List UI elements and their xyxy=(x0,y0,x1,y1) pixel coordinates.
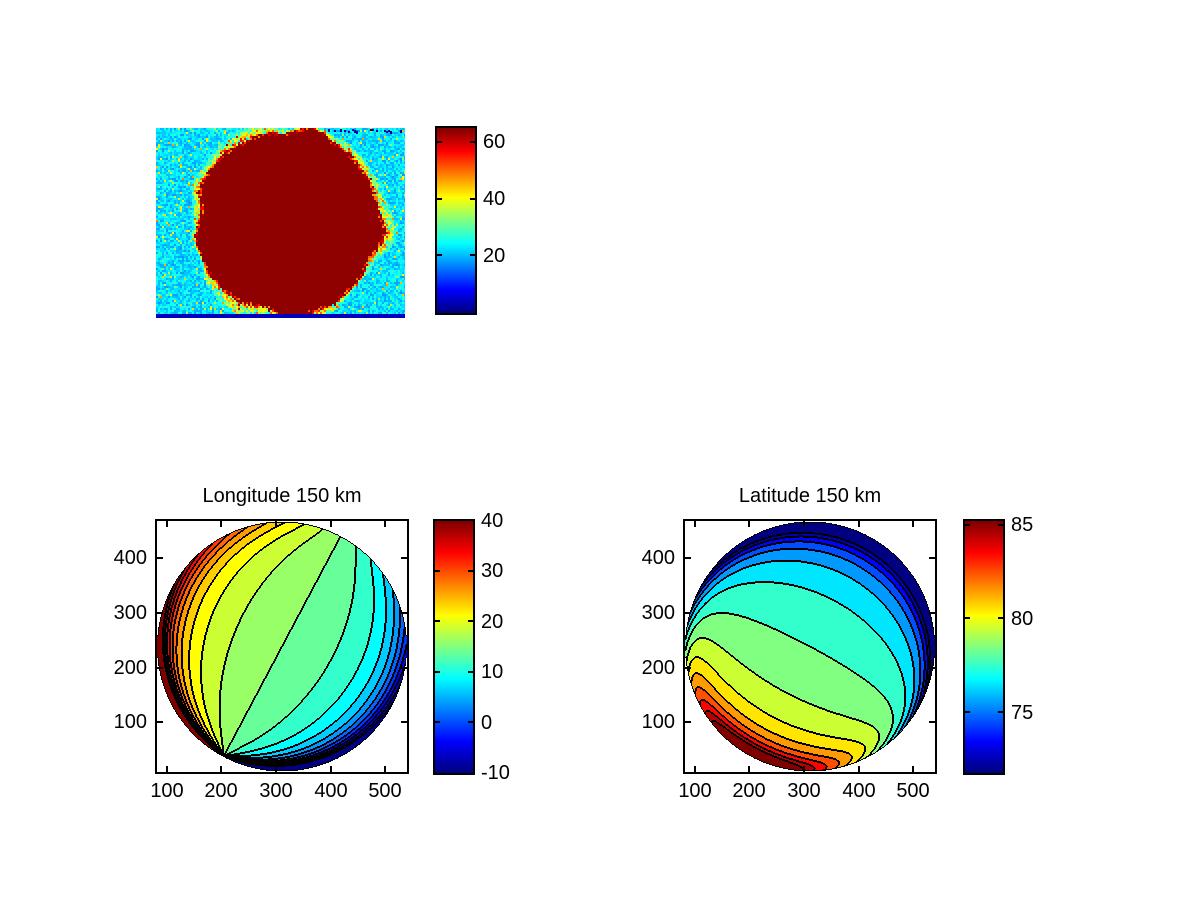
latitude-x-tick-label: 200 xyxy=(732,780,766,802)
noisy-disk-image xyxy=(156,128,405,318)
longitude-y-tick-label: 100 xyxy=(113,711,147,733)
image-colorbar-tick-label: 40 xyxy=(483,188,506,210)
image-colorbar-tick-label: 60 xyxy=(483,131,506,153)
latitude-x-tick-label: 400 xyxy=(842,780,876,802)
image-colorbar xyxy=(435,126,477,315)
longitude-colorbar xyxy=(433,519,475,775)
longitude-x-tick-label: 400 xyxy=(314,780,348,802)
longitude-contour-plot xyxy=(157,521,407,772)
longitude-x-tick-label: 500 xyxy=(368,780,402,802)
image-colorbar-gradient xyxy=(437,128,475,313)
longitude-y-tick-label: 400 xyxy=(113,547,147,569)
latitude-y-tick-label: 200 xyxy=(641,657,675,679)
latitude-axes xyxy=(683,519,937,774)
latitude-x-tick-label: 100 xyxy=(678,780,712,802)
longitude-x-tick-label: 200 xyxy=(204,780,238,802)
longitude-y-tick-label: 200 xyxy=(113,657,147,679)
longitude-y-tick-label: 300 xyxy=(113,602,147,624)
latitude-y-tick-label: 100 xyxy=(641,711,675,733)
latitude-plot-title: Latitude 150 km xyxy=(738,485,882,507)
latitude-contour-plot xyxy=(685,521,935,772)
longitude-plot-title: Longitude 150 km xyxy=(202,485,362,507)
latitude-colorbar-tick-label: 85 xyxy=(1011,514,1034,536)
longitude-colorbar-tick-label: 10 xyxy=(481,661,504,683)
latitude-y-tick-label: 300 xyxy=(641,602,675,624)
longitude-colorbar-gradient xyxy=(435,521,473,773)
image-colorbar-tick-label: 20 xyxy=(483,245,506,267)
latitude-colorbar-gradient xyxy=(965,521,1003,773)
longitude-colorbar-tick-label: 0 xyxy=(481,712,493,734)
latitude-x-tick-label: 500 xyxy=(896,780,930,802)
longitude-x-tick-label: 100 xyxy=(150,780,184,802)
latitude-colorbar-tick-label: 75 xyxy=(1011,702,1034,724)
latitude-y-tick-label: 400 xyxy=(641,547,675,569)
longitude-axes xyxy=(155,519,409,774)
longitude-colorbar-tick-label: 40 xyxy=(481,510,504,532)
latitude-colorbar-tick-label: 80 xyxy=(1011,608,1034,630)
latitude-x-tick-label: 300 xyxy=(787,780,821,802)
longitude-x-tick-label: 300 xyxy=(259,780,293,802)
longitude-colorbar-tick-label: 20 xyxy=(481,611,504,633)
longitude-colorbar-tick-label: -10 xyxy=(481,762,510,784)
longitude-colorbar-tick-label: 30 xyxy=(481,560,504,582)
latitude-colorbar xyxy=(963,519,1005,775)
